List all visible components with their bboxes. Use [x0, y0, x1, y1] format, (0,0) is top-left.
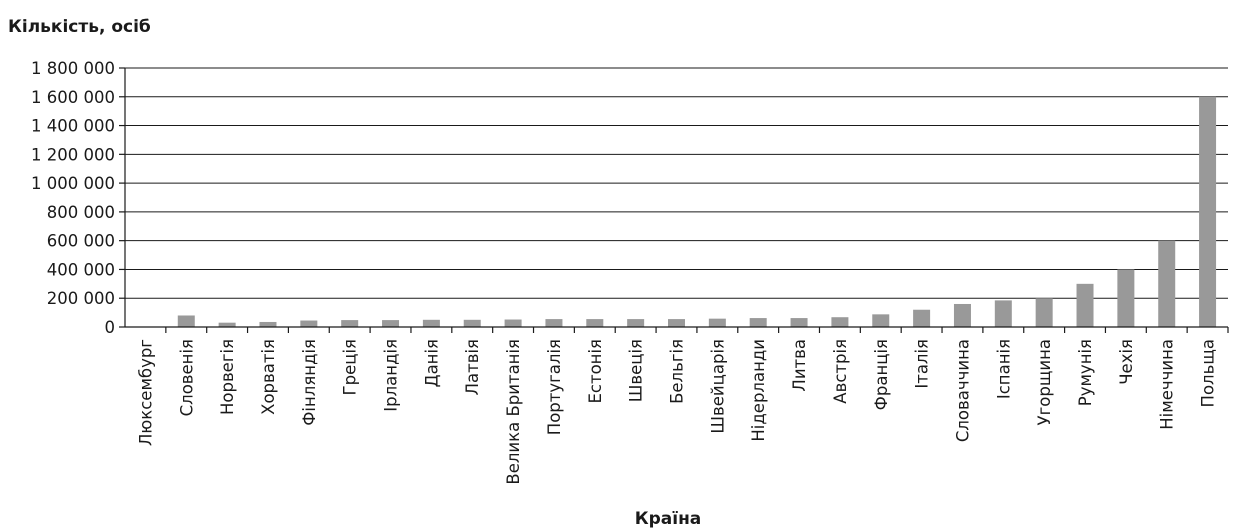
x-tick-label: Угорщина	[1035, 339, 1054, 425]
bar	[218, 322, 236, 327]
bar	[872, 314, 890, 327]
bar	[913, 309, 931, 327]
y-tick-label: 800 000	[47, 203, 115, 222]
x-tick-label: Литва	[790, 339, 809, 392]
x-tick-label: Швеція	[627, 339, 646, 402]
y-tick-label: 1 200 000	[31, 145, 115, 164]
y-tick-label: 200 000	[47, 289, 115, 308]
bar	[1117, 269, 1135, 327]
bar	[422, 319, 440, 327]
x-tick-label: Швейцарія	[708, 339, 727, 434]
y-tick-label: 400 000	[47, 260, 115, 279]
bar	[1158, 240, 1176, 327]
x-tick-label: Фінляндія	[300, 339, 319, 426]
x-tick-label: Румунія	[1076, 339, 1095, 406]
bar	[953, 303, 971, 327]
y-axis-ticks: 0 200 000 400 000 600 000 800 000 1 000 000 1 …	[31, 59, 125, 337]
bar	[790, 318, 808, 327]
y-tick-label: 0	[105, 318, 116, 337]
x-tick-label: Хорватія	[259, 339, 278, 415]
x-tick-label: Франція	[872, 339, 891, 410]
x-tick-label: Люксембург	[136, 339, 155, 446]
y-tick-label: 1 800 000	[31, 59, 115, 78]
bar	[382, 320, 400, 327]
bar	[749, 318, 767, 327]
x-tick-label: Іспанія	[994, 339, 1013, 399]
bar	[177, 315, 195, 327]
y-axis-title: Кількість, осіб	[8, 17, 151, 37]
bar	[341, 320, 359, 327]
x-tick-label: Словаччина	[953, 339, 972, 442]
x-tick-label: Португалія	[545, 339, 564, 435]
bar	[831, 317, 849, 327]
bar	[504, 319, 522, 327]
bar	[545, 319, 563, 327]
x-tick-label: Німеччина	[1158, 339, 1177, 430]
bar	[627, 319, 645, 327]
bar	[668, 319, 685, 327]
y-tick-label: 600 000	[47, 232, 115, 251]
bars	[177, 96, 1217, 328]
x-tick-label: Польща	[1199, 339, 1218, 407]
y-tick-label: 1 000 000	[31, 174, 115, 193]
x-tick-label: Італія	[913, 339, 932, 389]
x-tick-label: Естонія	[586, 339, 605, 404]
y-tick-label: 1 600 000	[31, 88, 115, 107]
x-tick-label: Норвегія	[218, 339, 237, 415]
bar	[586, 319, 604, 327]
x-tick-label: Велика Британія	[504, 339, 523, 485]
bar	[300, 320, 318, 327]
x-tick-label: Австрія	[831, 339, 850, 404]
bar	[1199, 96, 1217, 328]
x-tick-label: Греція	[341, 339, 360, 395]
x-axis-title: Країна	[635, 509, 702, 529]
bar	[1076, 283, 1094, 327]
x-tick-label: Словенія	[177, 339, 196, 416]
x-tick-label: Нідерланди	[749, 339, 768, 442]
bar	[994, 300, 1012, 327]
bar	[708, 318, 726, 327]
bar	[259, 321, 277, 327]
x-tick-label: Чехія	[1117, 339, 1136, 385]
x-tick-label: Бельгія	[668, 339, 687, 404]
y-tick-label: 1 400 000	[31, 117, 115, 136]
x-tick-label: Данія	[422, 339, 441, 387]
x-axis-ticks: Люксембург Словенія Норвегія Хорватія Фінлян…	[136, 327, 1229, 485]
bar	[463, 319, 481, 327]
x-tick-label: Латвія	[463, 339, 482, 395]
gridlines	[125, 67, 1228, 299]
x-tick-label: Ірландія	[382, 339, 401, 412]
bar	[1035, 298, 1053, 327]
